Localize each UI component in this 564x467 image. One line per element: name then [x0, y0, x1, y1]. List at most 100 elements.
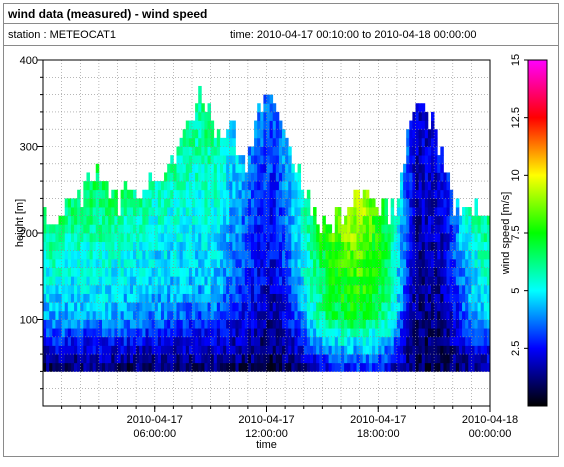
- heatmap-cell: [101, 336, 106, 346]
- heatmap-cell: [111, 198, 115, 208]
- heatmap-cell: [443, 224, 447, 234]
- heatmap-cell: [278, 172, 283, 182]
- heatmap-cell: [46, 233, 50, 243]
- heatmap-cell: [465, 207, 469, 217]
- heatmap-cell: [247, 354, 252, 364]
- heatmap-cell: [316, 258, 320, 268]
- heatmap-cell: [409, 198, 413, 208]
- heatmap-cell: [393, 215, 398, 225]
- heatmap-cell: [46, 319, 50, 329]
- heatmap-cell: [83, 354, 87, 364]
- heatmap-cell: [179, 207, 184, 217]
- heatmap-cell: [185, 224, 190, 234]
- heatmap-cell: [399, 345, 404, 355]
- heatmap-cell: [337, 319, 342, 329]
- heatmap-cell: [148, 258, 153, 268]
- heatmap-cell: [229, 224, 233, 234]
- heatmap-cell: [474, 276, 478, 286]
- heatmap-cell: [92, 293, 97, 303]
- heatmap-cell: [384, 250, 388, 260]
- heatmap-cell: [86, 233, 90, 243]
- heatmap-cell: [86, 215, 90, 225]
- heatmap-cell: [204, 267, 208, 277]
- heatmap-cell: [393, 233, 398, 243]
- heatmap-cell: [160, 250, 165, 260]
- heatmap-cell: [226, 181, 230, 191]
- heatmap-cell: [446, 224, 451, 234]
- heatmap-cell: [254, 310, 258, 320]
- heatmap-cell: [387, 267, 392, 277]
- heatmap-cell: [86, 267, 90, 277]
- heatmap-cell: [480, 345, 485, 355]
- heatmap-cell: [192, 172, 196, 182]
- heatmap-cell: [108, 336, 112, 346]
- heatmap-cell: [164, 207, 168, 217]
- heatmap-cell: [288, 181, 292, 191]
- heatmap-cell: [403, 276, 407, 286]
- heatmap-cell: [415, 293, 419, 303]
- heatmap-cell: [148, 250, 153, 260]
- heatmap-cell: [229, 302, 233, 312]
- heatmap-cell: [247, 146, 252, 156]
- heatmap-cell: [303, 250, 308, 260]
- heatmap-cell: [368, 293, 373, 303]
- heatmap-cell: [244, 189, 249, 199]
- heatmap-cell: [105, 198, 109, 208]
- heatmap-cell: [390, 215, 395, 225]
- heatmap-cell: [306, 293, 311, 303]
- heatmap-cell: [381, 198, 385, 208]
- heatmap-cell: [486, 284, 491, 294]
- heatmap-cell: [80, 336, 84, 346]
- heatmap-cell: [471, 345, 475, 355]
- heatmap-cell: [266, 293, 270, 303]
- heatmap-cell: [375, 336, 379, 346]
- heatmap-cell: [269, 103, 274, 113]
- heatmap-cell: [263, 189, 267, 199]
- heatmap-cell: [201, 207, 205, 217]
- heatmap-cell: [275, 293, 280, 303]
- heatmap-cell: [331, 293, 336, 303]
- heatmap-cell: [446, 215, 451, 225]
- heatmap-cell: [170, 215, 174, 225]
- heatmap-cell: [201, 163, 205, 173]
- heatmap-cell: [98, 241, 103, 251]
- heatmap-cell: [133, 215, 137, 225]
- heatmap-cell: [418, 181, 423, 191]
- heatmap-cell: [201, 328, 205, 338]
- heatmap-cell: [263, 224, 267, 234]
- heatmap-cell: [64, 302, 69, 312]
- heatmap-cell: [111, 189, 115, 199]
- heatmap-cell: [297, 198, 302, 208]
- heatmap-cell: [142, 345, 146, 355]
- heatmap-cell: [117, 224, 121, 234]
- heatmap-cell: [368, 362, 373, 372]
- heatmap-cell: [241, 336, 246, 346]
- heatmap-cell: [356, 293, 361, 303]
- heatmap-cell: [154, 362, 159, 372]
- heatmap-cell: [235, 345, 239, 355]
- heatmap-cell: [418, 103, 423, 113]
- heatmap-cell: [334, 267, 339, 277]
- heatmap-cell: [179, 181, 184, 191]
- heatmap-cell: [278, 293, 283, 303]
- heatmap-cell: [92, 362, 97, 372]
- heatmap-cell: [300, 189, 305, 199]
- heatmap-cell: [238, 336, 243, 346]
- heatmap-cell: [148, 181, 153, 191]
- heatmap-cell: [344, 258, 348, 268]
- heatmap-cell: [446, 172, 451, 182]
- heatmap-cell: [170, 224, 174, 234]
- heatmap-cell: [195, 258, 199, 268]
- heatmap-cell: [412, 163, 416, 173]
- heatmap-cell: [409, 345, 413, 355]
- heatmap-cell: [278, 241, 283, 251]
- heatmap-cell: [306, 328, 311, 338]
- heatmap-cell: [409, 172, 413, 182]
- heatmap-cell: [188, 345, 193, 355]
- heatmap-cell: [337, 241, 342, 251]
- heatmap-cell: [446, 362, 451, 372]
- heatmap-cell: [337, 310, 342, 320]
- heatmap-cell: [219, 319, 224, 329]
- heatmap-cell: [133, 319, 137, 329]
- heatmap-cell: [446, 319, 451, 329]
